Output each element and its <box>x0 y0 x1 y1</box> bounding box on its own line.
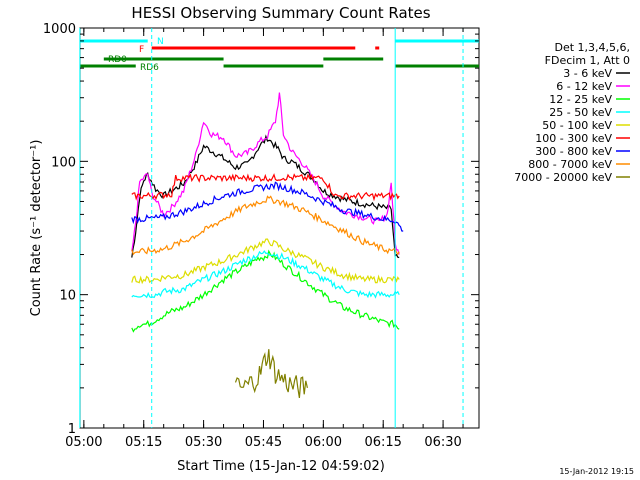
chart-title: HESSI Observing Summary Count Rates <box>131 4 430 22</box>
legend-entry-100-300-kev: 100 - 300 keV <box>535 132 612 145</box>
series-line-12-25-kev <box>131 249 400 333</box>
legend-header-line-2: FDecim 1, Att 0 <box>545 54 630 67</box>
x-tick-label: 05:45 <box>245 435 282 450</box>
x-tick-label: 05:15 <box>125 435 162 450</box>
series-line-25-50-kev <box>131 250 400 299</box>
y-tick-label: 1000 <box>43 22 76 37</box>
series-line-300-800-kev <box>131 181 404 232</box>
x-tick-label: 06:00 <box>305 435 342 450</box>
legend-header-line-1: Det 1,3,4,5,6, <box>554 41 630 54</box>
legend-entry-300-800-kev: 300 - 800 keV <box>535 145 612 158</box>
series-layer <box>131 92 404 398</box>
y-tick-label: 1 <box>68 422 76 437</box>
flag-label-n: N <box>157 37 164 47</box>
flag-label-f: F <box>139 45 144 55</box>
series-line-800-7000-kev <box>131 195 400 256</box>
legend-entry-6-12-kev: 6 - 12 keV <box>556 80 612 93</box>
series-line-3-6-kev <box>131 134 400 259</box>
legend-entry-25-50-kev: 25 - 50 keV <box>549 106 612 119</box>
series-line-100-300-kev <box>131 173 400 202</box>
vline-layer <box>79 28 464 428</box>
legend-entry-50-100-kev: 50 - 100 keV <box>542 119 612 132</box>
x-tick-label: 06:30 <box>424 435 461 450</box>
date-stamp: 15-Jan-2012 19:15 <box>559 467 634 476</box>
y-tick-label: 10 <box>59 289 76 304</box>
legend: Det 1,3,4,5,6, FDecim 1, Att 0 3 - 6 keV… <box>514 41 630 184</box>
x-tick-label: 06:15 <box>364 435 401 450</box>
legend-entry-800-7000-kev: 800 - 7000 keV <box>528 158 612 171</box>
y-tick-label: 100 <box>51 155 76 170</box>
x-tick-label: 05:30 <box>185 435 222 450</box>
series-line-7000-20000-kev <box>234 349 308 398</box>
legend-entry-12-25-kev: 12 - 25 keV <box>549 93 612 106</box>
legend-entry-3-6-kev: 3 - 6 keV <box>563 67 612 80</box>
series-line-6-12-kev <box>131 92 400 255</box>
plot-frame <box>79 27 480 429</box>
flag-label-rd6: RD6 <box>140 63 159 73</box>
x-tick-label: 05:00 <box>65 435 102 450</box>
y-axis-label: Count Rate (s⁻¹ detector⁻¹) <box>29 140 44 317</box>
flag-layer: N F RD0 RD6 <box>79 37 479 73</box>
legend-entry-7000-20000-kev: 7000 - 20000 keV <box>514 171 612 184</box>
series-line-50-100-kev <box>131 238 400 285</box>
x-axis-label: Start Time (15-Jan-12 04:59:02) <box>177 459 385 474</box>
tick-layer: 05:00 05:15 05:30 05:45 06:00 06:15 06:30 1 10 10… <box>43 22 479 450</box>
flag-label-rd0: RD0 <box>108 55 127 65</box>
